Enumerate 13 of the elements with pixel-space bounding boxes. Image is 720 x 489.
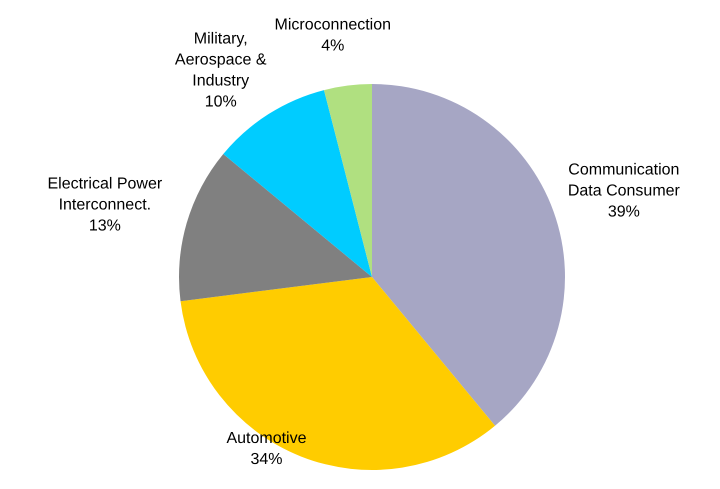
slice-label: Microconnection xyxy=(274,16,392,34)
slice-label: Electrical Power Interconnect. xyxy=(47,176,163,214)
pie-slice xyxy=(324,84,372,277)
pie-slice xyxy=(372,84,565,426)
data-label: 34% xyxy=(250,451,283,468)
data-label: 13% xyxy=(88,218,121,235)
data-label: 39% xyxy=(608,204,640,221)
data-label: 4% xyxy=(321,38,344,55)
data-label: 10% xyxy=(204,94,237,111)
pie-slice xyxy=(179,154,372,302)
slice-label: Communication Data Consumer xyxy=(568,162,681,200)
slice-label: Military, Aerospace & Industry xyxy=(174,30,267,90)
pie-slice xyxy=(180,277,496,470)
